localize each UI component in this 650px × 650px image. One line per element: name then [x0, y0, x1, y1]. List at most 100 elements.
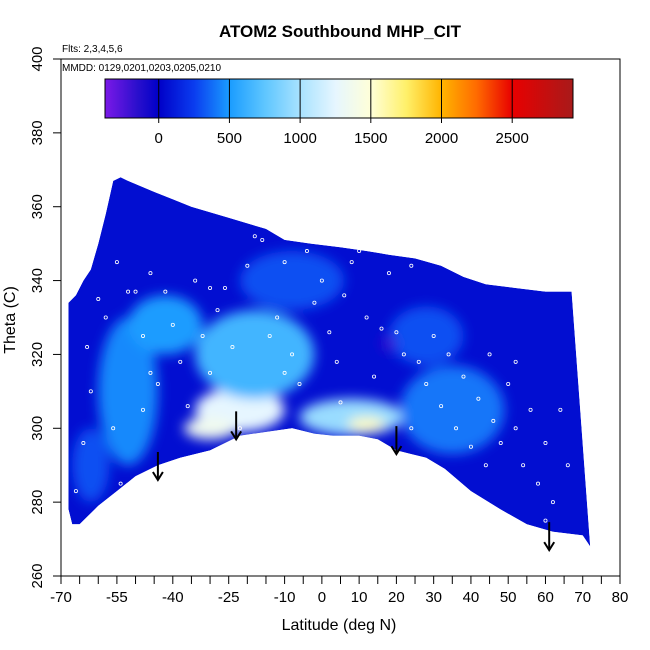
sample-point: [342, 293, 347, 298]
sample-point: [513, 426, 518, 431]
flights-annotation: Flts: 2,3,4,5,6: [62, 44, 123, 55]
sample-point: [513, 359, 518, 364]
sample-point: [521, 463, 526, 468]
y-tick-label: 320: [29, 342, 46, 367]
sample-point: [409, 263, 414, 268]
sample-point: [103, 315, 108, 320]
colorbar-tick-label: 500: [217, 130, 242, 147]
colorbar-gradient: [104, 78, 574, 119]
concentration-blob: [183, 417, 237, 440]
sample-point: [487, 352, 492, 357]
sample-point: [483, 463, 488, 468]
sample-point: [163, 289, 168, 294]
sample-point: [81, 441, 86, 446]
x-tick-label: 20: [388, 589, 405, 606]
sample-point: [364, 315, 369, 320]
y-axis-label: Theta (C): [2, 286, 19, 354]
sample-point: [282, 260, 287, 265]
down-arrow: [543, 522, 556, 553]
concentration-blob: [388, 306, 464, 366]
data-domain: [68, 177, 591, 547]
sample-point: [416, 359, 421, 364]
sample-point: [193, 278, 198, 283]
plot-area: [68, 177, 591, 553]
sample-point: [140, 333, 145, 338]
sample-point: [73, 489, 78, 494]
y-tick-label: 300: [29, 416, 46, 441]
concentration-field: [72, 251, 505, 503]
x-axis: -70 -55 -40 -25 -10 0 10 20 30 40 50 60 70 80: [50, 576, 628, 606]
sample-point: [476, 396, 481, 401]
sample-point: [338, 400, 343, 405]
sample-point: [468, 444, 473, 449]
sample-point: [230, 345, 235, 350]
sample-point: [200, 333, 205, 338]
sample-point: [386, 271, 391, 276]
sample-point: [379, 326, 384, 331]
colorbar: 0 500 1000 1500 2000 2500: [104, 78, 574, 147]
x-tick-label: -40: [162, 589, 184, 606]
sample-point: [148, 370, 153, 375]
sample-point: [222, 285, 227, 290]
y-tick-label: 360: [29, 194, 46, 219]
down-arrow: [230, 411, 243, 442]
sample-point: [394, 330, 399, 335]
sample-point: [178, 359, 183, 364]
domain-background: [68, 177, 591, 547]
sample-point: [290, 352, 295, 357]
sample-point: [550, 500, 555, 505]
sample-point: [275, 315, 280, 320]
sample-point: [372, 374, 377, 379]
sample-point: [454, 426, 459, 431]
x-tick-label: 10: [351, 589, 368, 606]
sample-point: [536, 481, 541, 486]
down-arrow: [390, 426, 403, 457]
sample-point: [88, 389, 93, 394]
sample-points: [73, 234, 570, 523]
x-tick-label: -25: [218, 589, 240, 606]
x-tick-label: 0: [318, 589, 326, 606]
x-tick-label: 40: [463, 589, 480, 606]
sample-point: [126, 289, 131, 294]
sample-point: [528, 407, 533, 412]
sample-point: [170, 322, 175, 327]
sample-point: [140, 407, 145, 412]
sample-point: [439, 404, 444, 409]
concentration-blob: [400, 365, 505, 455]
x-tick-label: 70: [574, 589, 591, 606]
sample-point: [282, 370, 287, 375]
arrows: [152, 411, 556, 553]
sample-point: [565, 463, 570, 468]
x-tick-label: 30: [425, 589, 442, 606]
sample-point: [424, 381, 429, 386]
sample-point: [498, 441, 503, 446]
sample-point: [245, 263, 250, 268]
colorbar-tick-label: 0: [155, 130, 163, 147]
sample-point: [185, 404, 190, 409]
x-tick-label: 80: [612, 589, 629, 606]
y-tick-label: 400: [29, 46, 46, 71]
sample-point: [327, 330, 332, 335]
sample-point: [260, 237, 265, 242]
sample-point: [96, 297, 101, 302]
sample-point: [334, 359, 339, 364]
sample-point: [543, 441, 548, 446]
sample-point: [491, 418, 496, 423]
colorbar-tick-label: 1500: [354, 130, 387, 147]
concentration-blob: [98, 317, 158, 466]
down-arrow: [152, 451, 164, 482]
y-axis: 260 280 300 320 340 360 380 400: [29, 46, 61, 589]
y-tick-label: 380: [29, 120, 46, 145]
x-tick-label: -70: [50, 589, 72, 606]
sample-point: [357, 249, 362, 254]
sample-point: [114, 260, 119, 265]
arrow-head: [230, 430, 243, 442]
y-tick-label: 340: [29, 268, 46, 293]
colorbar-ticks: 0 500 1000 1500 2000 2500: [155, 79, 529, 147]
x-tick-label: 60: [537, 589, 554, 606]
sample-point: [446, 352, 451, 357]
concentration-blob: [299, 398, 404, 436]
x-tick-label: -10: [274, 589, 296, 606]
concentration-blob: [347, 417, 386, 432]
sample-point: [111, 426, 116, 431]
